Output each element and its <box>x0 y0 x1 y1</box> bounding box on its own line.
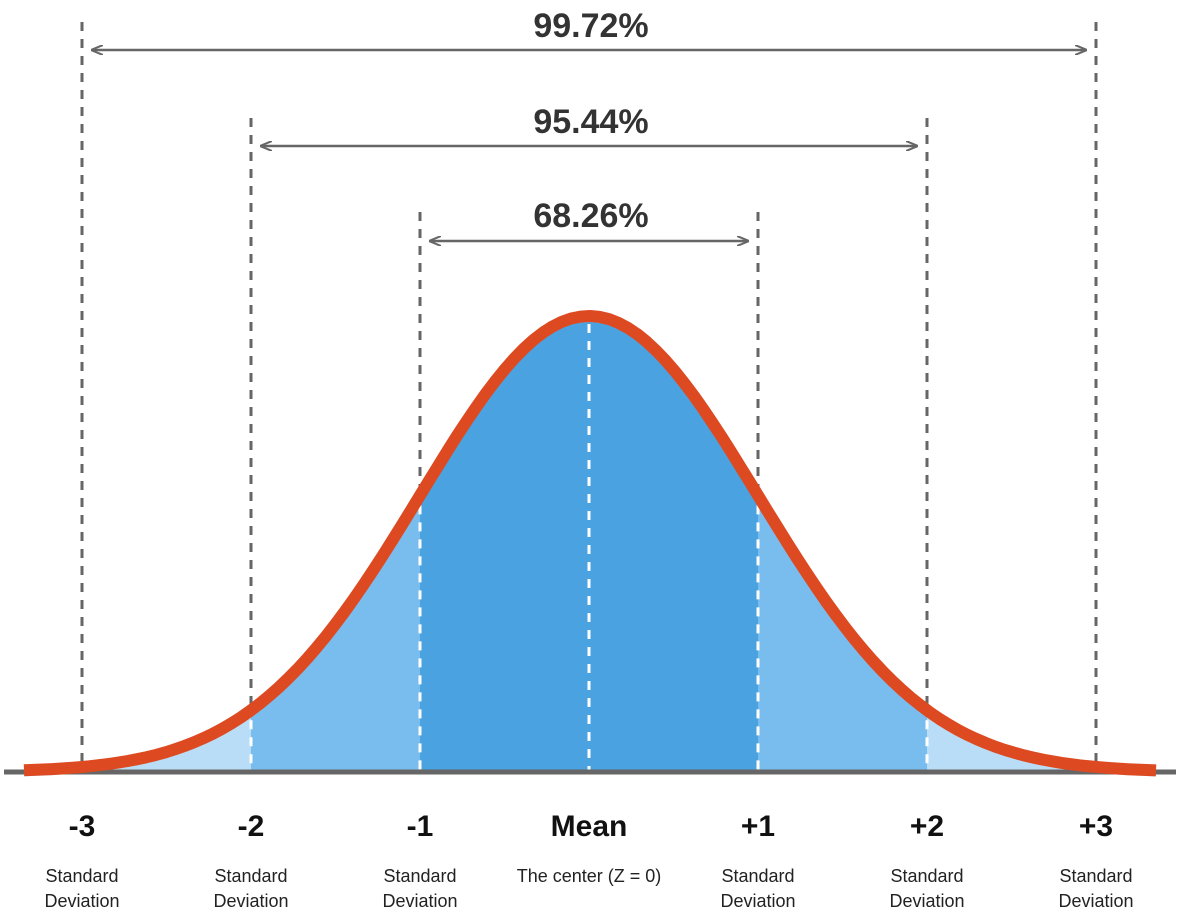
tick-sublabel: Standard <box>214 866 287 886</box>
tick-label--1: -1 <box>407 810 434 843</box>
band-2sd-left <box>251 501 420 772</box>
sd-guide-lines <box>80 22 1098 777</box>
tick-sublabel: Deviation <box>1058 891 1133 911</box>
band-2sd-right <box>758 501 927 772</box>
interval-label-3sd: 99.72% <box>533 7 648 45</box>
interval-label-2sd: 95.44% <box>533 103 648 141</box>
band-tail-right <box>927 716 1156 777</box>
tick-sublabel: Standard <box>1059 866 1132 886</box>
tick-label-+3: +3 <box>1079 810 1113 843</box>
tick-sublabel: Deviation <box>382 891 457 911</box>
tick-label-+1: +1 <box>741 810 775 843</box>
tick-sublabel: Deviation <box>720 891 795 911</box>
tick-sublabel: Standard <box>890 866 963 886</box>
interval-label-1sd: 68.26% <box>533 197 648 235</box>
tick-sublabel: Standard <box>721 866 794 886</box>
tick-label--3: -3 <box>69 810 96 843</box>
tick-sublabel: The center (Z = 0) <box>517 866 662 886</box>
tick-sublabel: Deviation <box>889 891 964 911</box>
tick-sublabel: Standard <box>45 866 118 886</box>
x-axis-labels: -3 Standard Deviation -2 Standard Deviation -1… <box>44 810 1133 911</box>
tick-sublabel: Deviation <box>44 891 119 911</box>
tick-sublabel: Standard <box>383 866 456 886</box>
tick-label--2: -2 <box>238 810 265 843</box>
tick-label-+2: +2 <box>910 810 944 843</box>
interval-arrows: 68.26% 95.44% 99.72% <box>92 7 1086 241</box>
band-tail-left <box>24 716 251 777</box>
tick-sublabel: Deviation <box>213 891 288 911</box>
tick-label-mean: Mean <box>551 810 628 843</box>
bell-curve <box>23 310 1157 777</box>
